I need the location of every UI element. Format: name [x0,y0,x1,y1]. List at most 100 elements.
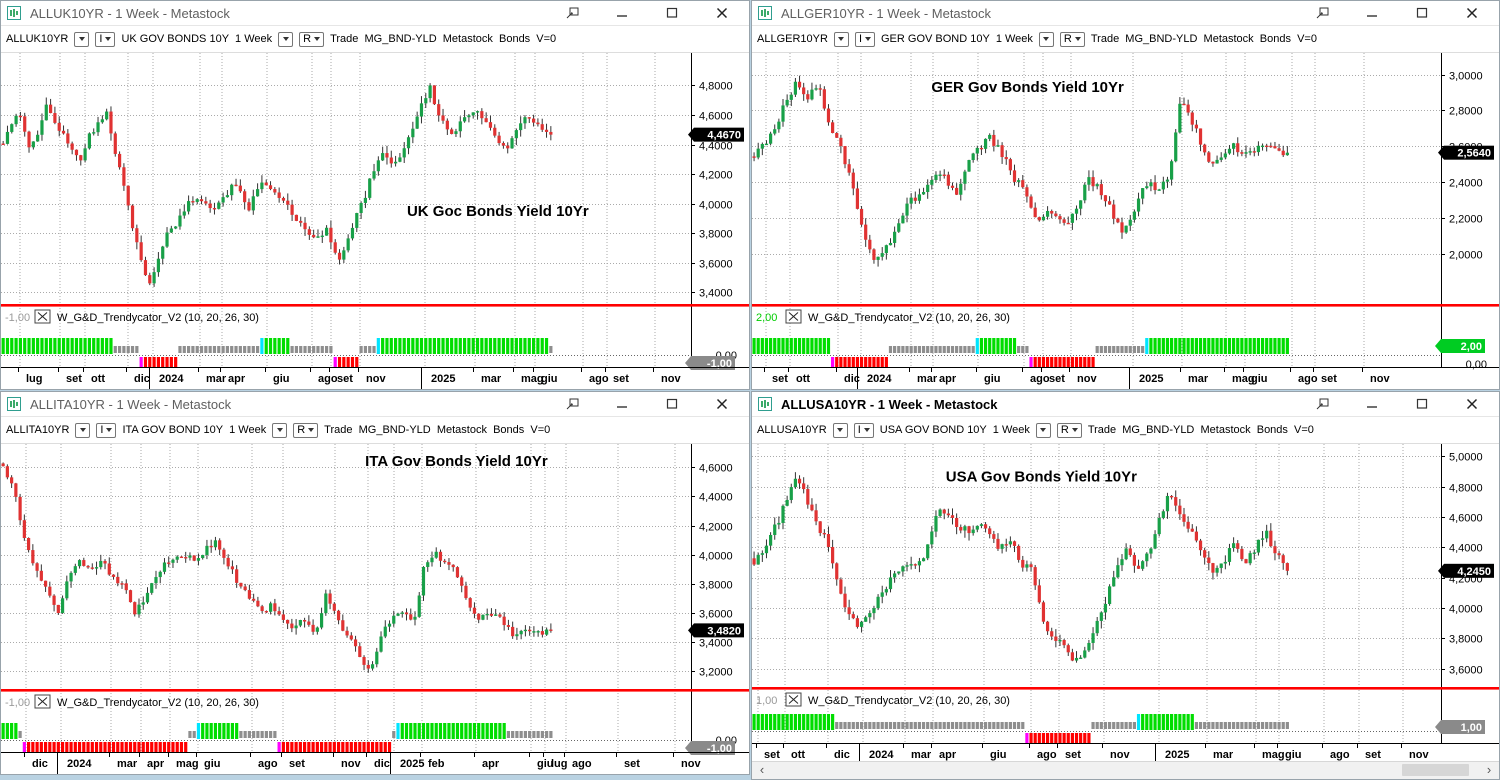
close-button[interactable] [1465,7,1479,19]
horizontal-scrollbar[interactable]: ‹ › [752,761,1499,779]
svg-text:set: set [1065,749,1081,761]
grid-lines [757,444,1404,743]
maximize-button[interactable] [665,7,679,19]
chevron-down-icon [105,37,112,41]
interval-dropdown[interactable]: I [854,31,875,47]
last-price-tag: 4,2450 [1438,563,1494,578]
svg-text:nov: nov [1110,749,1130,761]
trendycator-bars [752,338,1289,368]
r-dropdown[interactable]: R [1056,422,1082,438]
close-button[interactable] [715,7,729,19]
minimize-button[interactable] [615,7,629,19]
close-button[interactable] [1465,398,1479,410]
r-dropdown[interactable]: R [299,31,325,47]
svg-text:set: set [764,749,780,761]
scrollbar-thumb[interactable] [1401,764,1470,776]
time-axis: lug set ott dic 2024 mar apr giu ago set nov 2025 ma… [1,367,749,389]
interval-dropdown[interactable]: I [853,422,874,438]
svg-text:giu: giu [537,758,554,770]
chart-area[interactable]: 5,0000 4,8000 4,6000 4,4000 4,2000 4,0000 3,80… [752,444,1499,761]
indicator-close-button[interactable] [34,309,51,324]
window-titlebar[interactable]: ALLUK10YR - 1 Week - Metastock [1,1,749,26]
popout-button[interactable] [1315,398,1329,410]
svg-text:ago: ago [589,373,609,385]
period-dropdown[interactable] [1038,31,1054,47]
chart-window-usa: ALLUSA10YR - 1 Week - Metastock ALLUSA10… [751,391,1500,780]
period-dropdown[interactable] [272,422,288,438]
svg-text:dic: dic [374,758,390,770]
price-axis: 5,00004,80004,60004,40004,20004,00003,80… [752,444,1483,743]
period-dropdown[interactable] [1035,422,1051,438]
pane-separator-line[interactable] [752,304,1499,307]
svg-text:5,0000: 5,0000 [1449,452,1483,464]
interval-dropdown[interactable]: I [95,31,116,47]
popout-button[interactable] [565,7,579,19]
pane-separator-line[interactable] [752,687,1499,690]
svg-text:4,0000: 4,0000 [1449,604,1483,616]
svg-text:2024: 2024 [867,373,892,385]
maximize-button[interactable] [665,398,679,410]
scroll-left-icon[interactable]: ‹ [759,762,765,777]
window-titlebar[interactable]: ALLGER10YR - 1 Week - Metastock [752,1,1499,26]
chart-canvas: 3,00002,80002,60002,40002,20002,0000GER … [752,53,1499,389]
symbol-dropdown[interactable] [74,31,90,47]
popout-button[interactable] [565,398,579,410]
close-button[interactable] [715,398,729,410]
indicator-close-button[interactable] [785,309,802,324]
indicator-close-button[interactable] [34,694,51,709]
symbol-dropdown[interactable] [75,422,91,438]
indicator-name: W_G&D_Trendycator_V2 (10, 20, 26, 30) [57,312,259,324]
svg-text:set: set [624,758,640,770]
indicator-name: W_G&D_Trendycator_V2 (10, 20, 26, 30) [808,312,1010,324]
svg-text:4,4000: 4,4000 [699,141,733,153]
scroll-right-icon[interactable]: › [1486,762,1492,777]
svg-text:set: set [1365,749,1381,761]
svg-text:mar: mar [481,373,502,385]
svg-text:ott: ott [791,749,805,761]
interval-dropdown[interactable]: I [96,422,117,438]
svg-text:4,6000: 4,6000 [699,111,733,123]
window-titlebar[interactable]: ALLUSA10YR - 1 Week - Metastock [752,392,1499,417]
chevron-down-icon [282,37,289,41]
svg-text:set: set [337,373,353,385]
svg-text:mag: mag [176,758,199,770]
pane-separator-line[interactable] [1,304,749,307]
symbol-dropdown[interactable] [832,422,848,438]
minimize-button[interactable] [1365,398,1379,410]
r-dropdown[interactable]: R [293,422,319,438]
chevron-down-icon [1040,428,1047,432]
trendycator-pane: -1,00 W_G&D_Trendycator_V2 (10, 20, 26, 3… [1,309,737,370]
svg-text:4,8000: 4,8000 [699,81,733,93]
svg-text:set: set [1049,373,1065,385]
chevron-down-icon [308,428,315,432]
trendycator-bars [752,714,1289,744]
svg-text:2025: 2025 [1165,749,1189,761]
chart-area[interactable]: 3,00002,80002,60002,40002,20002,0000GER … [752,53,1499,389]
maximize-button[interactable] [1415,398,1429,410]
chevron-down-icon [865,37,871,41]
minimize-button[interactable] [615,398,629,410]
r-dropdown[interactable]: R [1059,31,1085,47]
minimize-button[interactable] [1365,7,1379,19]
svg-text:3,2000: 3,2000 [699,667,733,679]
chart-toolbar: ALLITA10YR I ITA GOV BOND 10Y 1 Week R T… [1,417,749,444]
svg-text:dic: dic [32,758,48,770]
popout-button[interactable] [1315,7,1329,19]
symbol-dropdown[interactable] [833,31,849,47]
window-titlebar[interactable]: ALLITA10YR - 1 Week - Metastock [1,392,749,417]
indicator-close-button[interactable] [785,692,802,707]
svg-text:apr: apr [939,373,957,385]
chevron-down-icon [1071,428,1078,432]
maximize-button[interactable] [1415,7,1429,19]
chart-area[interactable]: 4,6000 4,4000 4,2000 4,0000 3,8000 3,6000 3,40… [1,444,749,774]
chart-document-icon [7,396,22,412]
svg-text:apr: apr [482,758,500,770]
indicator-value-tag: 1,00 [1435,720,1485,734]
period-dropdown[interactable] [278,31,294,47]
period-label: 1 Week [992,424,1030,436]
symbol-label: ALLITA10YR [6,424,70,436]
chart-area[interactable]: 4,8000 4,6000 4,4000 4,2000 4,0000 3,8000 3,60… [1,53,749,389]
chart-canvas: 4,8000 4,6000 4,4000 4,2000 4,0000 3,8000 3,60… [1,53,749,389]
pane-separator-line[interactable] [1,689,749,692]
